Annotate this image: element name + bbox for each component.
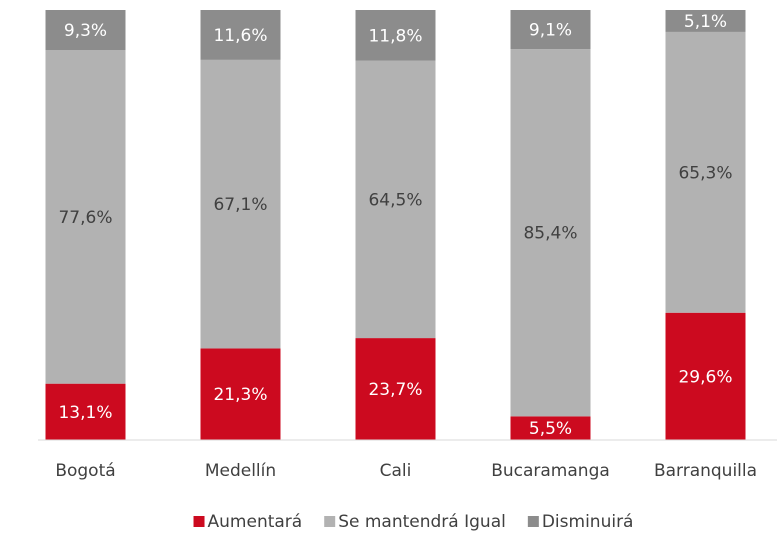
bar-segment [665,10,746,32]
x-tick-label: Medellín [205,461,276,481]
legend-swatch [193,516,205,527]
bar-segment [355,338,436,440]
data-label: 85,4% [523,224,577,244]
data-label: 29,6% [678,367,732,387]
data-label: 9,1% [529,21,572,41]
bar-segment [200,59,281,349]
legend-swatch [527,516,539,527]
bar-segment [665,312,746,440]
data-label: 64,5% [368,190,422,210]
bar-segment [355,60,436,339]
data-label: 65,3% [678,163,732,183]
data-label: 13,1% [58,403,112,423]
data-label: 11,8% [368,26,422,46]
bar-segment [510,49,591,417]
x-tick-label: Cali [380,461,412,481]
data-label: 23,7% [368,380,422,400]
legend-label: Disminuirá [542,512,634,532]
data-label: 9,3% [64,21,107,41]
legend-swatch [324,516,336,527]
bar-segment [200,10,281,60]
data-label: 67,1% [213,195,267,215]
data-label: 5,1% [684,12,727,32]
bar-segment [45,10,126,50]
bar-segment [510,10,591,50]
data-label: 11,6% [213,26,267,46]
data-label: 77,6% [58,208,112,228]
bar-segment [45,49,126,384]
x-tick-label: Bucaramanga [491,461,610,481]
data-label: 5,5% [529,419,572,439]
x-tick-label: Bogotá [55,461,115,481]
bar-segment [45,383,126,440]
data-label: 21,3% [213,385,267,405]
bar-segment [200,348,281,440]
legend-label: Aumentará [208,512,303,532]
x-tick-label: Barranquilla [654,461,757,481]
bar-segment [355,10,436,61]
legend-label: Se mantendrá Igual [338,512,506,532]
bar-segment [510,416,591,440]
bar-segment [665,31,746,313]
